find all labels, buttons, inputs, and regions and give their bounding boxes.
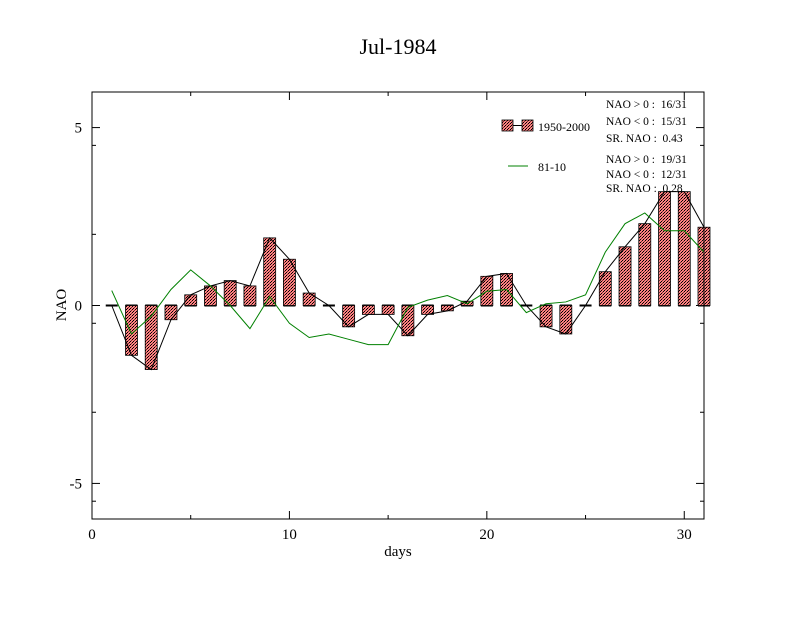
line-81-10-path [111, 212, 705, 346]
x-tick-label: 20 [479, 527, 494, 543]
y-tick-label: 0 [75, 299, 83, 315]
y-tick-label: 5 [75, 121, 83, 137]
plot-frame [91, 91, 705, 520]
x-tick-label: 10 [282, 527, 297, 543]
legend-stat-1950-pos: NAO > 0 : 16/31 [606, 99, 687, 111]
bar [421, 305, 435, 315]
y-axis-ticks: -5 0 5 [70, 121, 704, 502]
bar [302, 292, 316, 306]
bar [440, 305, 454, 312]
legend-label-1950-2000: 1950-2000 [538, 120, 590, 134]
bars-1950-2000 [125, 191, 711, 370]
legend-stat-1950-neg: NAO < 0 : 15/31 [606, 116, 687, 128]
legend-stat-1950-sr: SR. NAO : 0.43 [606, 133, 683, 145]
bar [204, 285, 217, 306]
legend: 1950-2000 81-10 NAO > 0 : 16/31 NAO < 0 … [501, 99, 687, 195]
bar [243, 285, 257, 306]
line-81-10 [111, 212, 705, 346]
bar [618, 246, 632, 306]
bar-tip-line [111, 191, 705, 371]
chart-title: Jul-1984 [360, 34, 437, 59]
x-tick-label: 0 [88, 527, 96, 543]
bar [598, 271, 612, 306]
legend-swatch-bar-1 [501, 119, 514, 132]
bar [381, 305, 395, 315]
bar [164, 305, 178, 321]
legend-stat-8110-pos: NAO > 0 : 19/31 [606, 154, 687, 166]
bar [677, 191, 691, 306]
bar-outline-line [111, 191, 705, 371]
legend-stat-8110-neg: NAO < 0 : 12/31 [606, 169, 687, 181]
x-axis-ticks: 0 10 20 30 [88, 92, 692, 543]
y-tick-label: -5 [70, 476, 83, 492]
legend-swatch-bar-2 [521, 119, 534, 132]
x-axis-label: days [384, 544, 412, 560]
bar [658, 191, 671, 306]
x-tick-label: 30 [677, 527, 692, 543]
legend-stat-8110-sr: SR. NAO : 0.28 [606, 183, 683, 195]
y-axis-label: NAO [54, 289, 70, 322]
bar [361, 305, 375, 315]
bar [638, 223, 652, 306]
bar [559, 305, 573, 335]
bar [539, 305, 553, 328]
legend-label-81-10: 81-10 [538, 160, 566, 174]
